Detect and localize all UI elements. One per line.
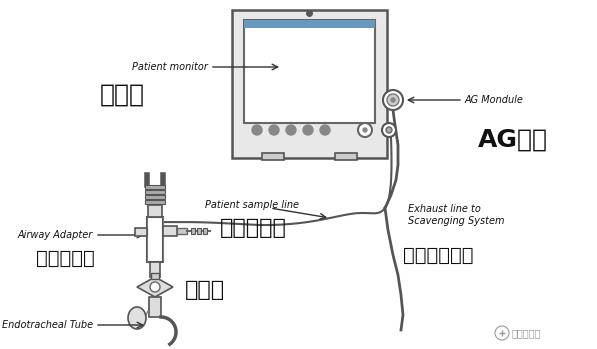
Text: AG模块: AG模块 <box>478 128 548 152</box>
Bar <box>145 185 165 189</box>
Circle shape <box>303 125 313 135</box>
Text: 废气排出系统: 废气排出系统 <box>403 245 473 265</box>
Circle shape <box>252 125 262 135</box>
Text: Endotracheal Tube: Endotracheal Tube <box>2 320 93 330</box>
Circle shape <box>269 125 279 135</box>
Text: 监沪仪: 监沪仪 <box>100 83 144 107</box>
Circle shape <box>386 127 392 133</box>
Text: Patient sample line: Patient sample line <box>205 200 299 210</box>
Bar <box>203 228 207 234</box>
Bar <box>191 228 195 234</box>
Text: AG Mondule: AG Mondule <box>465 95 524 105</box>
Bar <box>149 297 161 317</box>
Circle shape <box>286 125 296 135</box>
Text: 金先锋光电: 金先锋光电 <box>512 328 541 338</box>
Circle shape <box>391 98 395 102</box>
Bar <box>148 205 162 217</box>
Bar <box>145 190 165 194</box>
Bar <box>335 153 357 160</box>
Text: 病人采样管: 病人采样管 <box>220 218 287 238</box>
Bar <box>150 262 160 277</box>
Bar <box>147 217 163 262</box>
Circle shape <box>387 94 399 106</box>
Text: 气道适配器: 气道适配器 <box>36 248 94 267</box>
Bar <box>244 20 375 28</box>
Bar <box>197 228 201 234</box>
Text: Airway Adapter: Airway Adapter <box>18 230 93 240</box>
Circle shape <box>358 123 372 137</box>
Text: Exhaust line to
Scavenging System: Exhaust line to Scavenging System <box>408 204 504 226</box>
Circle shape <box>150 282 160 292</box>
Bar <box>163 226 177 236</box>
Bar <box>177 228 187 234</box>
Bar <box>232 10 387 158</box>
Bar <box>244 20 375 123</box>
Bar <box>262 153 284 160</box>
Circle shape <box>363 128 367 132</box>
Text: 螺纹管: 螺纹管 <box>185 280 225 300</box>
Bar <box>145 200 165 204</box>
Bar <box>151 273 159 279</box>
Text: Patient monitor: Patient monitor <box>132 62 208 72</box>
Polygon shape <box>137 277 173 297</box>
Ellipse shape <box>128 307 146 329</box>
Circle shape <box>382 123 396 137</box>
Circle shape <box>320 125 330 135</box>
Circle shape <box>383 90 403 110</box>
Bar <box>145 195 165 199</box>
Bar <box>135 228 147 236</box>
